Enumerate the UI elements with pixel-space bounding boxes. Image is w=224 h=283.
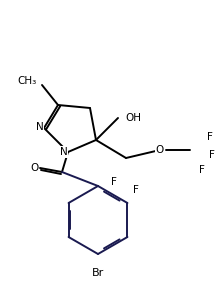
Text: Br: Br [92,268,104,278]
Text: F: F [133,185,139,195]
Text: N: N [60,147,68,157]
Text: O: O [156,145,164,155]
Text: O: O [30,163,38,173]
Text: F: F [207,132,213,142]
Text: N: N [36,122,44,132]
Text: F: F [209,150,215,160]
Text: OH: OH [125,113,141,123]
Text: F: F [199,165,205,175]
Text: F: F [111,177,117,187]
Text: CH₃: CH₃ [18,76,37,86]
